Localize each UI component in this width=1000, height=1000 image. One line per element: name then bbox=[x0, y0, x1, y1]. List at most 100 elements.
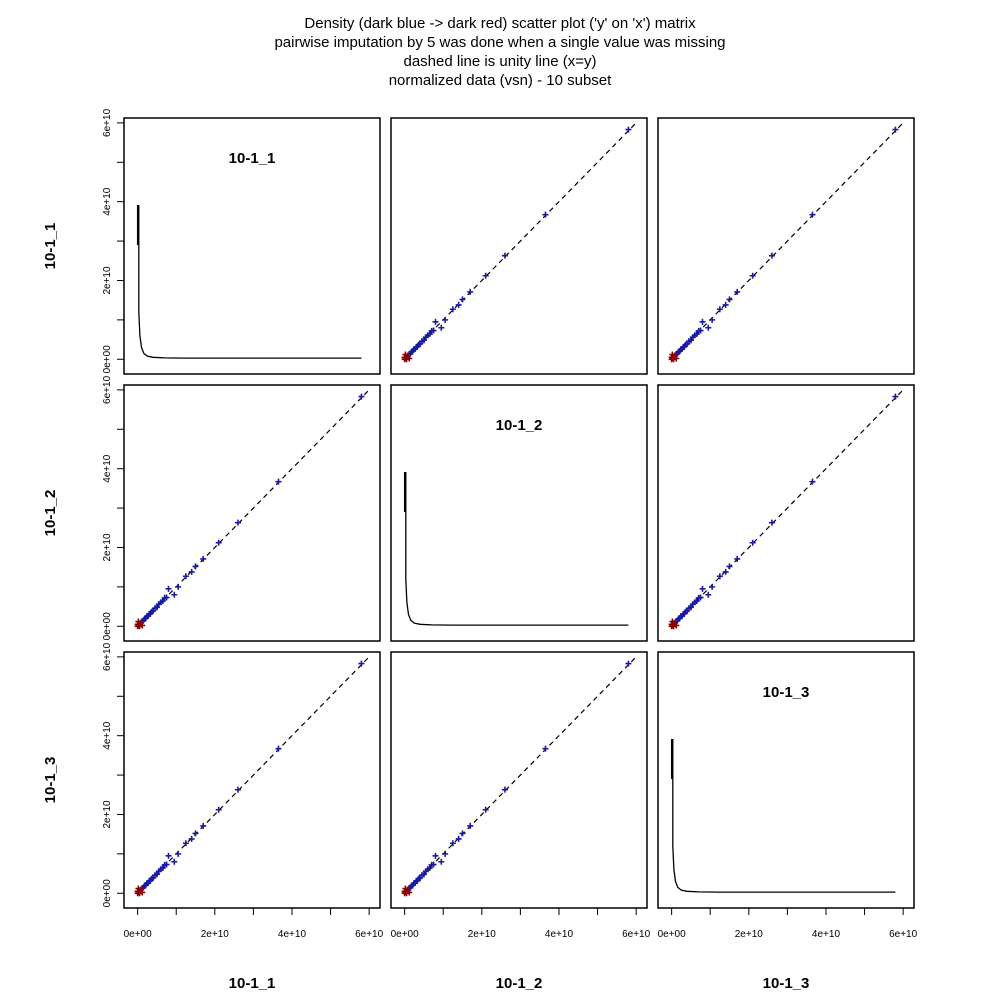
unity-line bbox=[671, 123, 903, 360]
panel-frame bbox=[123, 384, 381, 642]
x-axis-col-1: 0e+00 2e+10 4e+10 6e+10 10-1_1 bbox=[124, 908, 384, 992]
y-tick-label: 6e+10 bbox=[102, 642, 113, 671]
data-point bbox=[449, 306, 456, 313]
data-point bbox=[768, 519, 775, 526]
panel-frame bbox=[390, 651, 648, 909]
data-point bbox=[809, 478, 816, 485]
diagonal-variable-label: 10-1_3 bbox=[763, 684, 810, 701]
diagonal-variable-label: 10-1_1 bbox=[229, 150, 276, 167]
panel-10-1_2-vs-10-1_3 bbox=[657, 384, 915, 642]
data-point bbox=[693, 598, 700, 605]
data-point bbox=[459, 296, 466, 303]
data-point bbox=[163, 861, 170, 868]
data-point bbox=[482, 272, 489, 279]
data-point bbox=[134, 621, 141, 628]
data-point bbox=[668, 354, 675, 361]
y-tick-label: 4e+10 bbox=[102, 454, 113, 483]
data-point bbox=[192, 563, 199, 570]
data-point bbox=[430, 861, 437, 868]
y-tick-label: 4e+10 bbox=[102, 187, 113, 216]
y-axis-label: 10-1_2 bbox=[42, 490, 59, 537]
panel-frame bbox=[390, 117, 648, 375]
x-axis-label: 10-1_2 bbox=[496, 975, 543, 992]
data-point bbox=[159, 598, 166, 605]
data-point bbox=[430, 327, 437, 334]
data-point bbox=[175, 583, 182, 590]
x-tick-label: 6e+10 bbox=[889, 929, 918, 940]
title-line-4: normalized data (vsn) - 10 subset bbox=[388, 72, 612, 89]
data-point bbox=[165, 585, 172, 592]
x-axis-col-3: 0e+00 2e+10 4e+10 6e+10 10-1_3 bbox=[658, 908, 918, 992]
data-point bbox=[420, 871, 427, 878]
data-point bbox=[358, 660, 365, 667]
data-point bbox=[449, 840, 456, 847]
y-tick-label: 2e+10 bbox=[102, 533, 113, 562]
x-tick-label: 4e+10 bbox=[812, 929, 841, 940]
data-point bbox=[234, 519, 241, 526]
x-tick-label: 6e+10 bbox=[355, 929, 384, 940]
x-tick-label: 2e+10 bbox=[468, 929, 497, 940]
unity-line bbox=[671, 390, 903, 627]
title-line-3: dashed line is unity line (x=y) bbox=[403, 53, 597, 70]
y-tick-label: 6e+10 bbox=[102, 375, 113, 404]
diagonal-variable-label: 10-1_2 bbox=[496, 417, 543, 434]
data-point bbox=[432, 318, 439, 325]
data-point bbox=[438, 324, 445, 331]
x-axis-label: 10-1_1 bbox=[229, 975, 276, 992]
data-point bbox=[892, 126, 899, 133]
data-point bbox=[709, 583, 716, 590]
data-point bbox=[455, 301, 462, 308]
data-point bbox=[175, 850, 182, 857]
panel-10-1_2-vs-10-1_2: 10-1_2 bbox=[390, 384, 648, 642]
data-point bbox=[459, 830, 466, 837]
data-point bbox=[482, 806, 489, 813]
panel-10-1_3-vs-10-1_2 bbox=[390, 651, 648, 909]
data-point bbox=[467, 822, 474, 829]
data-point bbox=[171, 858, 178, 865]
panel-10-1_3-vs-10-1_3: 10-1_3 bbox=[657, 651, 915, 909]
data-point bbox=[401, 354, 408, 361]
panel-10-1_1-vs-10-1_2 bbox=[390, 117, 648, 375]
data-point bbox=[809, 211, 816, 218]
data-point bbox=[625, 660, 632, 667]
y-tick-label: 0e+00 bbox=[102, 612, 113, 641]
data-point bbox=[709, 316, 716, 323]
data-point bbox=[693, 331, 700, 338]
data-point bbox=[182, 573, 189, 580]
data-point bbox=[171, 591, 178, 598]
data-point bbox=[426, 331, 433, 338]
panel-frame bbox=[657, 384, 915, 642]
panel-frame bbox=[657, 117, 915, 375]
data-point bbox=[275, 745, 282, 752]
x-tick-label: 0e+00 bbox=[391, 929, 420, 940]
x-tick-label: 0e+00 bbox=[124, 929, 153, 940]
data-point bbox=[699, 585, 706, 592]
data-point bbox=[697, 327, 704, 334]
data-point bbox=[699, 318, 706, 325]
data-point bbox=[215, 539, 222, 546]
data-point bbox=[420, 337, 427, 344]
data-point bbox=[153, 871, 160, 878]
data-point bbox=[438, 858, 445, 865]
x-axis-label: 10-1_3 bbox=[763, 975, 810, 992]
density-curve bbox=[403, 471, 629, 626]
y-tick-label: 2e+10 bbox=[102, 800, 113, 829]
data-point bbox=[716, 306, 723, 313]
data-point bbox=[734, 288, 741, 295]
y-tick-label: 2e+10 bbox=[102, 266, 113, 295]
panel-frame bbox=[657, 651, 915, 909]
data-point bbox=[165, 852, 172, 859]
panel-10-1_1-vs-10-1_3 bbox=[657, 117, 915, 375]
data-point bbox=[726, 563, 733, 570]
data-point bbox=[358, 393, 365, 400]
data-point bbox=[401, 888, 408, 895]
y-axis-row-3: 0e+00 2e+10 4e+10 6e+10 10-1_3 bbox=[42, 642, 124, 907]
data-point bbox=[768, 252, 775, 259]
data-point bbox=[716, 573, 723, 580]
data-point bbox=[192, 830, 199, 837]
data-point bbox=[188, 835, 195, 842]
chart-title: Density (dark blue -> dark red) scatter … bbox=[0, 14, 1000, 90]
data-point bbox=[215, 806, 222, 813]
data-point bbox=[705, 324, 712, 331]
